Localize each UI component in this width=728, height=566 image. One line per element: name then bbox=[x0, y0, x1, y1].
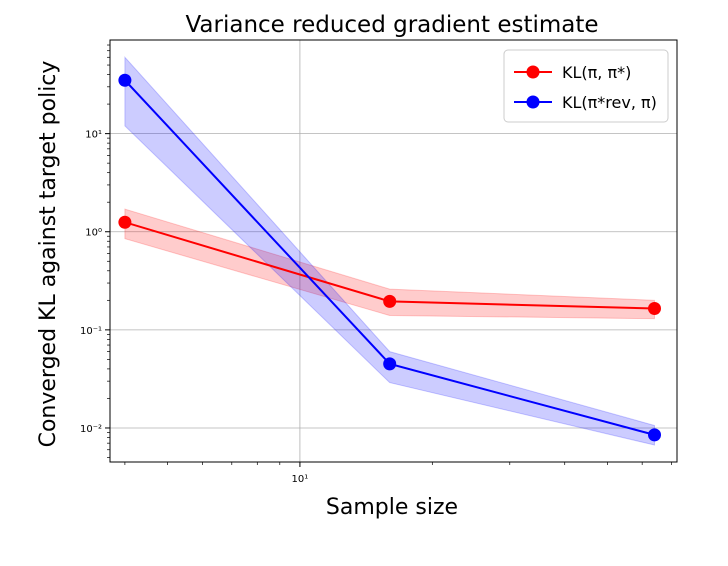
data-points bbox=[118, 73, 662, 442]
kl-forward-point bbox=[383, 294, 397, 308]
kl-forward-point bbox=[118, 215, 132, 229]
y-axis-label: Converged KL against target policy bbox=[36, 61, 61, 448]
y-tick-label: 10¹ bbox=[85, 130, 102, 141]
kl-reverse-point bbox=[383, 357, 397, 371]
legend-kl-forward-label: KL(π, π*) bbox=[562, 63, 631, 82]
grid-lines bbox=[110, 40, 677, 462]
x-axis-label: Sample size bbox=[326, 495, 458, 520]
legend-kl-forward-marker bbox=[526, 65, 540, 79]
y-tick-label: 10⁻¹ bbox=[80, 326, 102, 337]
kl-forward-point bbox=[648, 302, 662, 316]
legend-kl-reverse-marker bbox=[526, 95, 540, 109]
kl-reverse-point bbox=[648, 428, 662, 442]
chart-title: Variance reduced gradient estimate bbox=[185, 12, 598, 38]
y-tick-label: 10⁰ bbox=[85, 228, 102, 239]
plot-frame bbox=[109, 39, 678, 463]
legend-kl-reverse-label: KL(π*rev, π) bbox=[562, 93, 657, 112]
axis-ticks: 10⁻² 10⁻¹ 10⁰ 10¹ 10¹ bbox=[80, 44, 672, 485]
legend-box bbox=[503, 49, 669, 123]
legend: KL(π, π*) KL(π*rev, π) bbox=[503, 49, 669, 123]
x-tick-label: 10¹ bbox=[292, 474, 309, 485]
kl-reverse-point bbox=[118, 73, 132, 87]
y-tick-label: 10⁻² bbox=[80, 424, 102, 435]
